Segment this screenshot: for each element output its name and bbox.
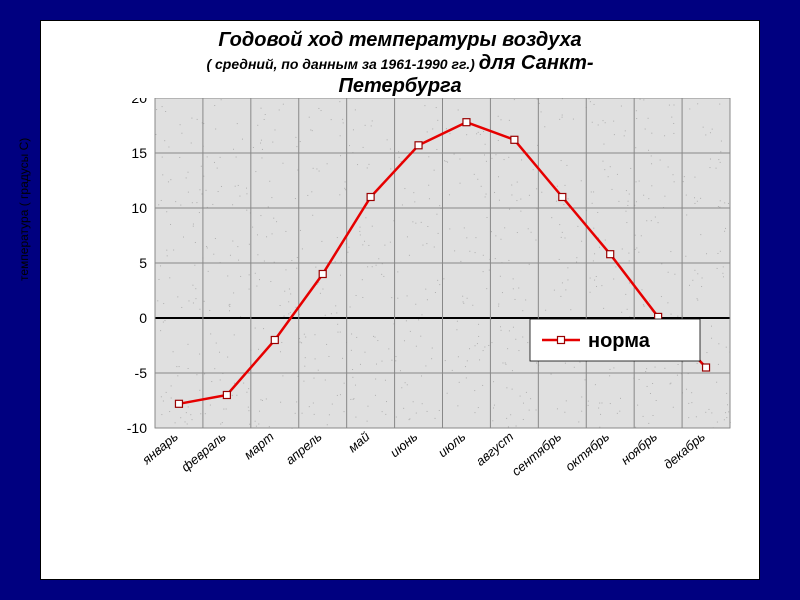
title-sub1: ( средний, по данным за 1961-1990 гг.) [206, 56, 478, 72]
chart-card: Годовой ход температуры воздуха ( средни… [40, 20, 760, 580]
svg-text:февраль: февраль [178, 429, 229, 475]
line-chart: -10-505101520январьфевральмартапрельмайи… [50, 98, 750, 548]
svg-text:0: 0 [139, 310, 147, 326]
svg-text:июль: июль [435, 429, 468, 460]
title-sub2a: для Санкт- [479, 52, 594, 74]
svg-text:март: март [241, 429, 277, 463]
svg-text:декабрь: декабрь [661, 429, 708, 472]
chart-title-block: Годовой ход температуры воздуха ( средни… [41, 29, 759, 98]
svg-text:10: 10 [131, 200, 147, 216]
svg-text:июнь: июнь [387, 429, 421, 461]
title-sub2b: Петербурга [338, 75, 461, 97]
svg-text:сентябрь: сентябрь [509, 429, 565, 479]
svg-text:-5: -5 [135, 365, 148, 381]
svg-text:август: август [473, 429, 517, 469]
svg-text:15: 15 [131, 145, 147, 161]
svg-text:октябрь: октябрь [562, 429, 612, 474]
svg-text:20: 20 [131, 98, 147, 106]
svg-text:ноябрь: ноябрь [618, 429, 660, 468]
svg-text:-10: -10 [127, 420, 147, 436]
title-main: Годовой ход температуры воздуха [218, 29, 581, 51]
legend-label: норма [588, 330, 651, 352]
svg-text:апрель: апрель [282, 429, 324, 468]
svg-text:5: 5 [139, 255, 147, 271]
y-axis-label: температура ( градусы С) [17, 138, 31, 281]
svg-text:май: май [345, 429, 373, 456]
